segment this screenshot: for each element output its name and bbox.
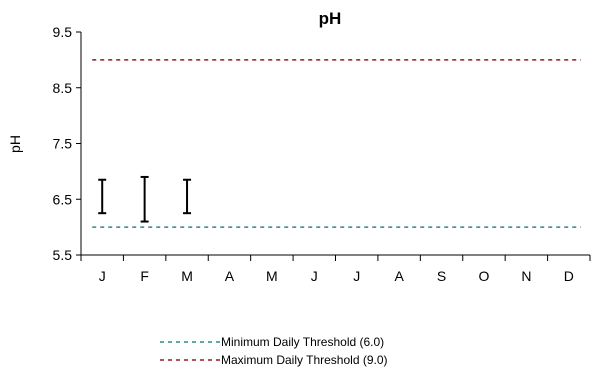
x-tick-label: O [479,268,490,284]
legend: Minimum Daily Threshold (6.0) Maximum Dai… [160,335,388,367]
y-axis-label: pH [7,135,23,153]
x-tick-label: J [311,268,318,284]
x-tick-label: S [437,268,446,284]
y-tick-label: 6.5 [53,191,73,207]
y-tick-label: 8.5 [53,80,73,96]
x-tick-label: A [394,268,404,284]
legend-label: Minimum Daily Threshold (6.0) [221,335,384,349]
x-tick-label: N [521,268,531,284]
x-tick-label: M [266,268,278,284]
y-tick-label: 7.5 [53,136,73,152]
x-tick-label: M [181,268,193,284]
x-tick-label: D [564,268,574,284]
plot-area: 5.5 6.5 7.5 8.5 9.5 J F M A M J J A S O N D [53,24,591,284]
x-tick-label: F [140,268,149,284]
legend-label: Maximum Daily Threshold (9.0) [221,353,388,367]
chart-title: pH [319,9,342,28]
x-tick-label: A [225,268,235,284]
y-tick-label: 5.5 [53,247,73,263]
x-tick-label: J [353,268,360,284]
y-tick-label: 9.5 [53,24,73,40]
x-tick-label: J [99,268,106,284]
